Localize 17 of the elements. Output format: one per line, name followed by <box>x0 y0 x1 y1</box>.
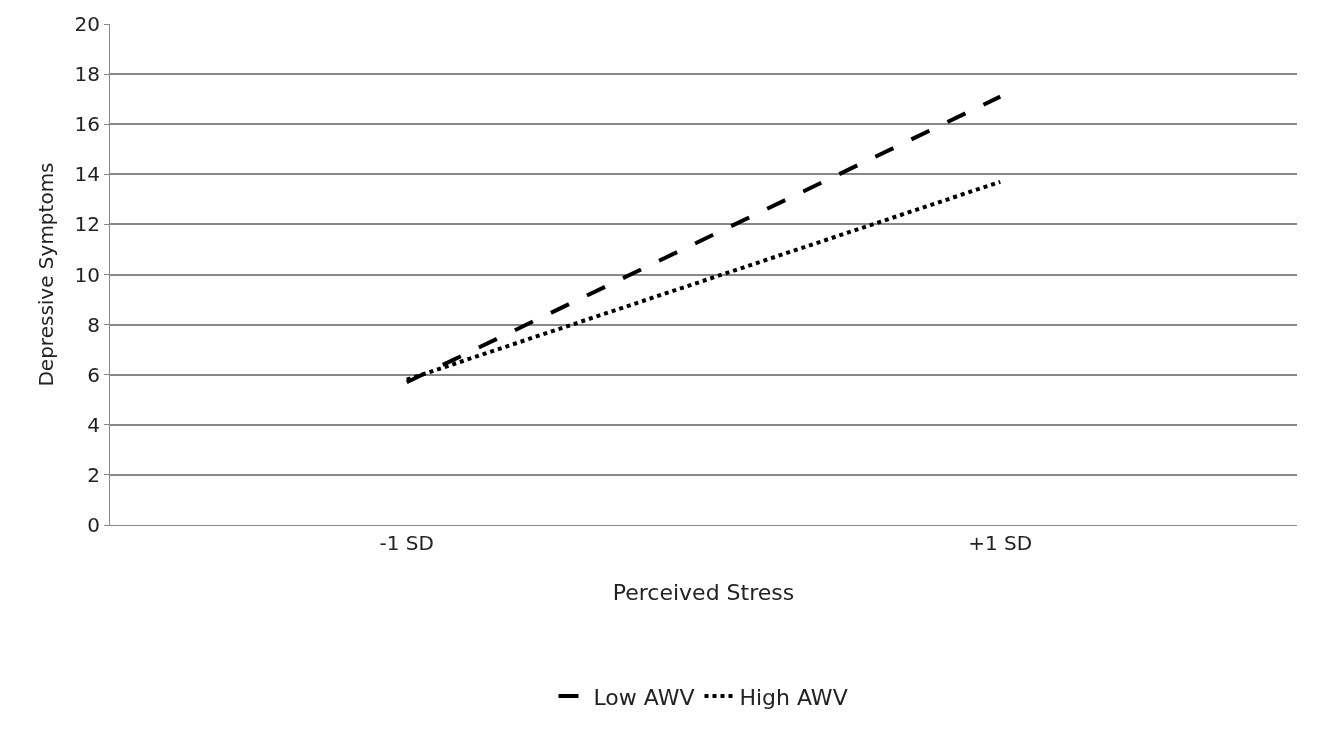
y-tick-label: 12 <box>74 212 100 237</box>
y-tick-label: 14 <box>74 162 100 187</box>
legend-label: High AWV <box>739 684 848 710</box>
y-tick-label: 20 <box>74 12 100 36</box>
x-tick-label: -1 SD <box>379 531 434 555</box>
y-tick-label: 2 <box>87 462 100 487</box>
y-tick-label: 0 <box>87 513 100 537</box>
y-tick-label: 8 <box>87 312 100 337</box>
x-axis-title: Perceived Stress <box>612 579 795 605</box>
y-tick-label: 6 <box>87 362 100 387</box>
y-tick-label: 10 <box>74 262 100 287</box>
y-axis-title: Depressive Symptoms <box>34 162 59 387</box>
y-tick-label: 4 <box>87 412 100 437</box>
y-tick-label: 18 <box>74 62 100 87</box>
x-tick-label: +1 SD <box>968 531 1033 555</box>
y-tick-label: 16 <box>74 112 100 137</box>
legend-label: Low AWV <box>593 684 695 710</box>
